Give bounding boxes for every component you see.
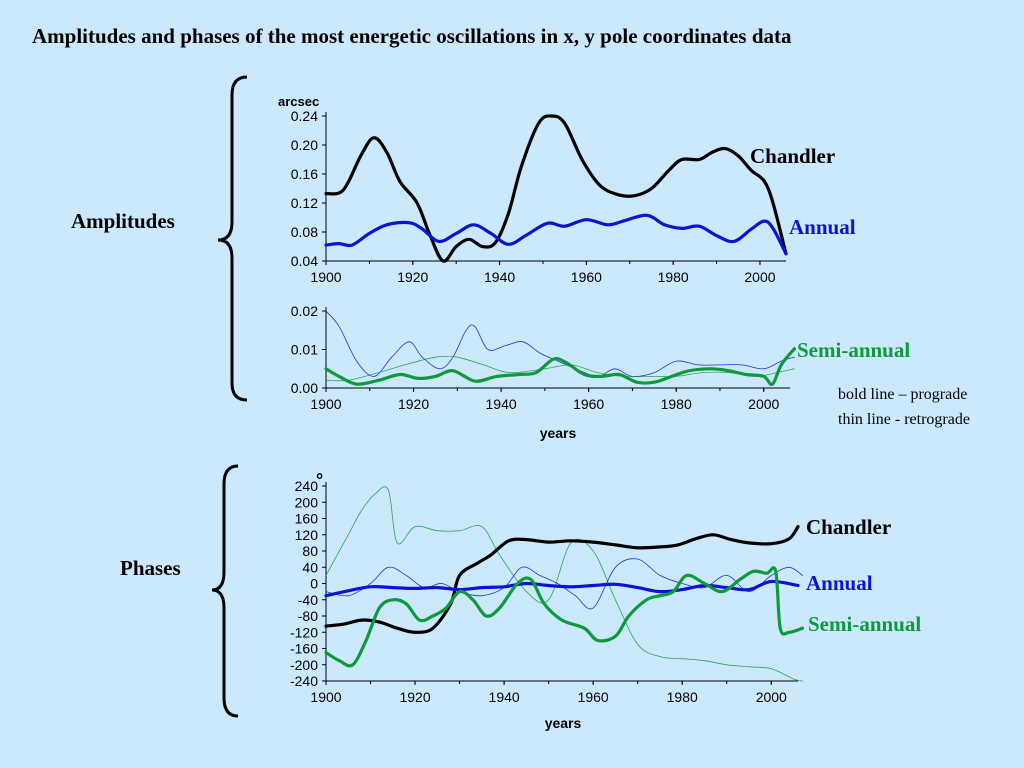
y-tick-label: 120 — [295, 527, 319, 543]
x-tick-label: 1980 — [667, 689, 698, 705]
retrograde-series-line — [325, 310, 795, 377]
y-axis-label: arcsec — [278, 94, 319, 109]
chandler-label: Chandler — [806, 515, 891, 539]
x-axis-label: years — [540, 425, 577, 441]
x-tick-label: 2000 — [756, 689, 787, 705]
y-tick-label: 200 — [295, 494, 319, 510]
chandler-label: Chandler — [750, 144, 835, 168]
x-tick-label: 1940 — [484, 269, 515, 285]
retrograde-series-line — [325, 486, 803, 682]
y-tick-label: 0.02 — [291, 303, 318, 319]
semi-annual-label: Semi-annual — [808, 612, 921, 636]
y-tick-label: 0 — [310, 576, 318, 592]
x-tick-label: 1900 — [310, 396, 341, 412]
y-tick-label: -240 — [290, 673, 318, 689]
x-axis-label: years — [545, 715, 582, 731]
chandler-series-line — [324, 114, 788, 263]
y-tick-label: 0.00 — [291, 380, 318, 396]
y-tick-label: 240 — [295, 478, 319, 494]
y-axis-label: ° — [316, 470, 323, 490]
y-tick-label: 0.16 — [291, 166, 318, 182]
y-tick-label: 80 — [302, 543, 318, 559]
annual-series-line — [324, 213, 788, 256]
y-tick-label: -160 — [290, 641, 318, 657]
x-tick-label: 1980 — [658, 269, 689, 285]
x-tick-label: 1920 — [398, 396, 429, 412]
retrograde-note: thin line - retrograde — [838, 411, 970, 428]
x-tick-label: 1900 — [310, 689, 341, 705]
annual-label: Annual — [806, 571, 873, 595]
retrograde-series-line — [325, 558, 803, 610]
amplitudes-label: Amplitudes — [71, 209, 175, 233]
y-tick-label: -40 — [298, 592, 318, 608]
x-tick-label: 1960 — [578, 689, 609, 705]
y-tick-label: 0.12 — [291, 195, 318, 211]
amplitudes-brace — [217, 75, 248, 402]
slide-title: Amplitudes and phases of the most energe… — [32, 24, 792, 48]
semi-annual-series-line — [324, 566, 805, 668]
prograde-note: bold line – prograde — [838, 386, 967, 403]
phases-label: Phases — [120, 556, 181, 580]
x-tick-label: 1940 — [489, 689, 520, 705]
annual-series-line — [324, 579, 800, 598]
x-tick-label: 1920 — [397, 269, 428, 285]
annual-label: Annual — [789, 215, 856, 239]
x-tick-label: 2000 — [748, 396, 779, 412]
semi-annual-series-line — [324, 347, 796, 387]
y-tick-label: 0.20 — [291, 137, 318, 153]
y-tick-label: 0.01 — [291, 342, 318, 358]
x-tick-label: 1960 — [571, 269, 602, 285]
y-tick-label: 160 — [295, 511, 319, 527]
y-tick-label: -80 — [298, 608, 318, 624]
x-tick-label: 1940 — [486, 396, 517, 412]
semi-annual-label: Semi-annual — [797, 338, 910, 362]
x-tick-label: 2000 — [744, 269, 775, 285]
x-tick-label: 1920 — [399, 689, 430, 705]
x-tick-label: 1900 — [310, 269, 341, 285]
y-tick-label: 40 — [302, 559, 318, 575]
y-tick-label: -200 — [290, 657, 318, 673]
x-tick-label: 1980 — [661, 396, 692, 412]
phase-chart: 24020016012080400-40-80-120-160-200-2401… — [290, 470, 921, 731]
y-tick-label: 0.24 — [291, 108, 318, 124]
y-tick-label: 0.04 — [291, 253, 318, 269]
phases-brace — [211, 464, 239, 718]
x-tick-label: 1960 — [573, 396, 604, 412]
chandler-series-line — [324, 525, 800, 634]
y-tick-label: 0.08 — [291, 224, 318, 240]
y-tick-label: -120 — [290, 624, 318, 640]
